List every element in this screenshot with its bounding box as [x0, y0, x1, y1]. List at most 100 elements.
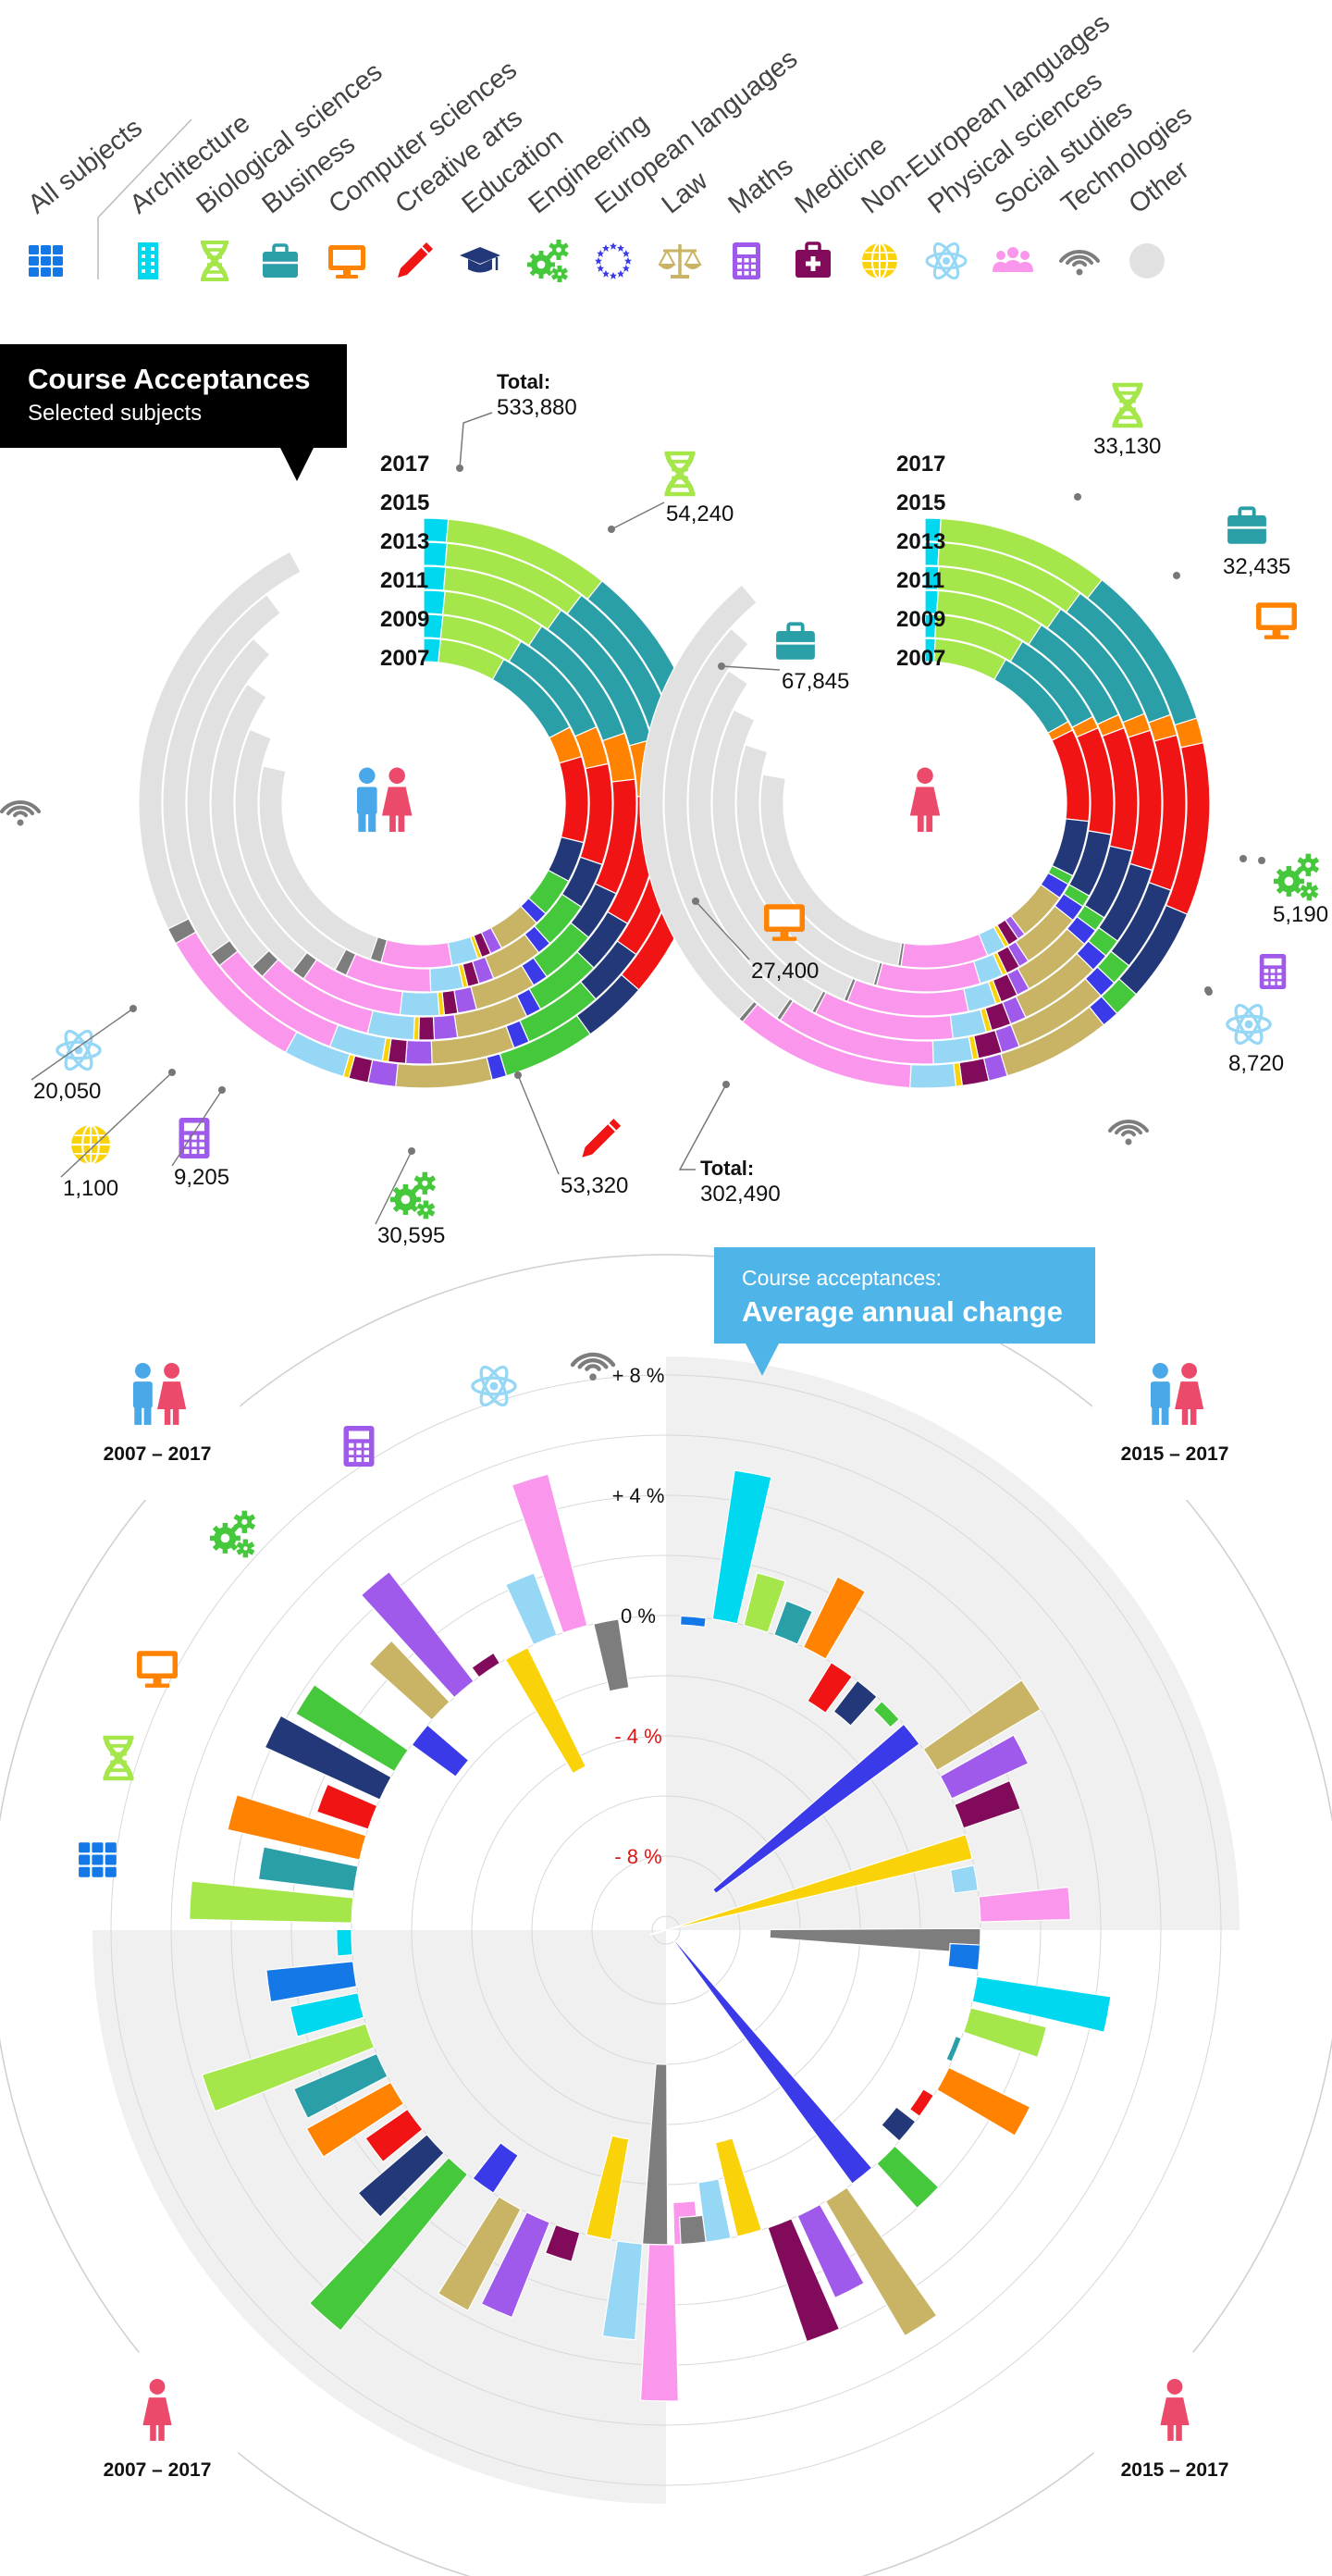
value-all-comp: 27,400	[751, 959, 819, 984]
bar-q1-eng	[294, 1683, 409, 1773]
value-all-eng: 30,595	[377, 1223, 445, 1248]
bar-q2-crea	[807, 1661, 854, 1715]
value-all-noneu: 1,100	[63, 1176, 118, 1201]
year-label-women-2011: 2011	[896, 568, 944, 593]
globe-icon	[862, 242, 897, 279]
ring-2011-phys	[399, 991, 440, 1017]
value-women-phys: 8,720	[1228, 1051, 1284, 1076]
axis-label-4: - 8 %	[614, 1845, 661, 1868]
dna-icon	[664, 451, 696, 497]
bar-q4-phys	[601, 2240, 644, 2341]
wifi-icon	[1108, 1120, 1149, 1146]
ring-2013-math	[432, 1013, 459, 1041]
wifi-icon	[1059, 250, 1100, 276]
bar-q1-arch	[336, 1928, 353, 1957]
ring-2011-other	[210, 683, 308, 972]
value-women-eng: 5,190	[1273, 902, 1328, 927]
acceptance-labels: 2017 2017 2015 2015 2013 2013 2011 2011 2009 2009…	[0, 370, 1328, 1248]
graduation-cap-icon	[460, 247, 500, 273]
eu-stars-icon	[595, 242, 632, 279]
monitor-icon	[328, 245, 365, 279]
bar-q3-crea	[908, 2088, 935, 2118]
calculator-icon	[733, 242, 760, 279]
year-label-all-2015: 2015	[380, 490, 429, 515]
bar-q2-comp	[802, 1576, 867, 1660]
wifi-icon	[0, 800, 41, 826]
ring-2009-other	[234, 728, 347, 971]
year-label-women-2009: 2009	[896, 607, 945, 632]
ring-2015-math	[404, 1039, 433, 1065]
bar-q4-edu	[357, 2133, 445, 2218]
bar-q4-bus	[292, 2052, 388, 2120]
dna-icon	[1112, 382, 1143, 428]
value-women-bus: 32,435	[1223, 554, 1290, 579]
bar-q1-edu	[264, 1715, 392, 1801]
atom-icon	[925, 242, 968, 280]
period-label-1: 2007 – 2017	[104, 1443, 212, 1465]
bar-q3-eng	[876, 2145, 940, 2210]
period-badge-4	[1092, 2350, 1258, 2517]
ring-2007-other	[258, 765, 379, 960]
ring-2017-other	[138, 551, 302, 930]
bar-q3-noneu	[714, 2137, 763, 2237]
quadrant-4	[201, 1961, 707, 2402]
calculator-icon	[1259, 954, 1287, 989]
bar-q1-math	[360, 1570, 475, 1699]
atom-icon	[471, 1365, 517, 1407]
axis-label-1: + 4 %	[612, 1484, 665, 1507]
gears-icon	[1273, 853, 1320, 901]
building-icon	[138, 242, 158, 279]
bar-q4-arch	[289, 1992, 365, 2037]
bar-q1-law	[368, 1640, 450, 1721]
ring-2007-other	[759, 774, 903, 967]
bar-q3-arch	[971, 1975, 1112, 2033]
ring-2007-crea	[559, 755, 589, 844]
bar-q4-law	[437, 2196, 522, 2311]
gears-icon	[389, 1171, 437, 1220]
dna-icon	[103, 1735, 134, 1781]
value-all-math: 9,205	[174, 1165, 229, 1190]
value-women-bio: 33,130	[1093, 434, 1161, 459]
briefcase-icon	[263, 243, 298, 278]
value-all-bus: 67,845	[782, 669, 849, 694]
woman-icon	[142, 2378, 172, 2441]
year-label-all-2017: 2017	[380, 452, 429, 477]
ring-2015-other	[162, 593, 282, 955]
total-all-label: Total:	[497, 370, 550, 393]
ring-2013-other	[186, 638, 271, 968]
bar-q2-euro	[711, 1723, 920, 1895]
ring-2015-phys	[931, 1035, 974, 1065]
gears-icon	[527, 240, 569, 282]
bar-q2-all	[679, 1615, 707, 1629]
year-label-women-2017: 2017	[896, 452, 945, 477]
grid-icon	[79, 1842, 117, 1877]
monitor-icon	[1256, 602, 1297, 639]
total-all-value: 533,880	[497, 395, 577, 420]
atom-icon	[1226, 1003, 1272, 1046]
bar-q2-phys	[949, 1864, 979, 1894]
period-badge-2	[1092, 1334, 1258, 1501]
bar-q1-bus	[257, 1846, 359, 1892]
year-label-all-2009: 2009	[380, 607, 429, 632]
value-all-crea: 53,320	[561, 1173, 628, 1198]
bar-q3-comp	[936, 2066, 1031, 2136]
bar-q4-math	[480, 2211, 551, 2319]
chart-women-acceptances	[639, 517, 1211, 1089]
bar-q1-noneu	[504, 1646, 587, 1775]
pencil-icon	[582, 1119, 622, 1158]
woman-icon	[909, 767, 941, 833]
bar-q2-edu	[832, 1679, 878, 1727]
grid-icon	[29, 245, 63, 277]
value-all-phys: 20,050	[33, 1079, 101, 1104]
calculator-icon	[343, 1426, 375, 1467]
period-badge-1	[74, 1334, 240, 1501]
bar-q4-noneu	[585, 2135, 630, 2241]
average-change-box: Course acceptances: Average annual chang…	[714, 1247, 1095, 1376]
ring-2009-other	[735, 744, 881, 985]
ring-2017-math	[367, 1059, 399, 1088]
all-center-disc	[322, 743, 442, 863]
year-label-all-2013: 2013	[380, 529, 429, 554]
axis-label-0: + 8 %	[612, 1364, 665, 1387]
year-label-women-2007: 2007	[896, 646, 945, 671]
bar-q1-euro	[411, 1724, 470, 1777]
